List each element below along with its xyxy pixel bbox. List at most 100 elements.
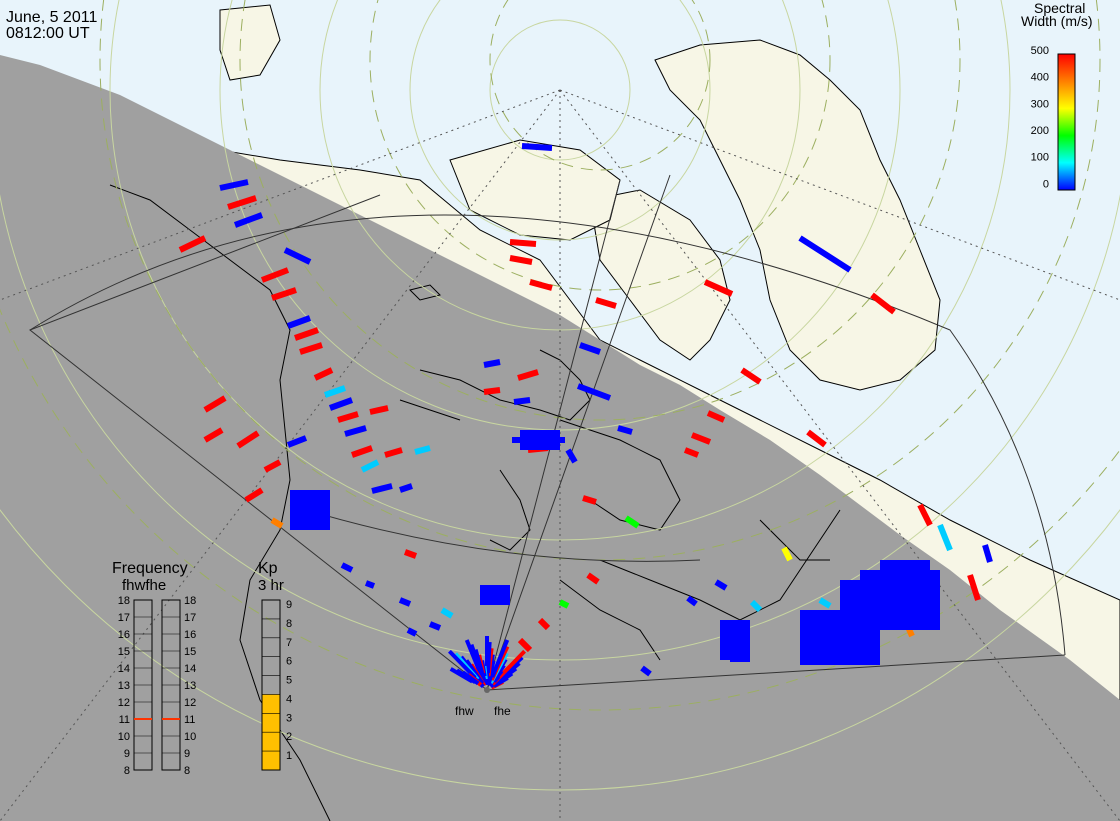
- kp-tick-label: 3: [286, 712, 292, 724]
- colorbar-ticks: 500 400 300 200 100 0: [1031, 45, 1049, 190]
- echo-segment: [286, 435, 308, 448]
- frequency-tick-left: 15: [118, 646, 130, 658]
- frequency-tick-right: 12: [184, 697, 196, 709]
- echo-segment: [917, 503, 933, 527]
- echo-segment: [328, 397, 354, 411]
- echo-segment: [271, 287, 297, 301]
- colorbar-units: Width (m/s): [1021, 13, 1093, 29]
- svalbard: [219, 4, 281, 81]
- echo-segment: [509, 239, 537, 247]
- echo-cluster: [480, 585, 510, 605]
- echo-segment: [263, 459, 282, 473]
- echo-segment: [686, 595, 698, 607]
- kp-subtitle: 3 hr: [258, 577, 284, 594]
- echo-segment: [818, 597, 832, 609]
- time-label: 0812:00 UT: [6, 25, 90, 42]
- echo-segment: [683, 447, 700, 458]
- echo-segment: [617, 425, 633, 435]
- kp-tick-label: 1: [286, 750, 292, 762]
- echo-segment: [529, 279, 553, 291]
- echo-segment: [576, 383, 612, 401]
- kp-tick-label: 2: [286, 731, 292, 743]
- echo-segment: [406, 627, 418, 637]
- echo-segment: [714, 579, 728, 591]
- frequency-tick-left: 13: [118, 680, 130, 692]
- kp-tick-label: 9: [286, 599, 292, 611]
- echo-segment: [579, 342, 601, 355]
- echo-segment: [236, 430, 260, 449]
- frequency-subtitle: fhwfhe: [122, 577, 167, 594]
- echo-segment: [399, 483, 413, 493]
- echo-segment: [219, 179, 249, 191]
- echo-segment: [586, 572, 600, 585]
- echo-segment: [260, 267, 290, 283]
- echo-segment: [428, 621, 442, 631]
- echo-cluster: [830, 625, 880, 665]
- echo-segment: [558, 599, 570, 609]
- kp-panel: 9 8 7 6 5 4 3 2 1: [261, 599, 292, 771]
- greenland: [654, 39, 941, 391]
- longitude-grid: [0, 89, 1120, 821]
- echo-segment: [781, 546, 793, 562]
- echo-segment: [798, 235, 852, 273]
- frequency-tick-right: 17: [184, 612, 196, 624]
- colorbar: [1057, 53, 1076, 191]
- radar-label-fhw: fhw: [455, 704, 474, 718]
- echo-segment: [299, 342, 323, 355]
- frequency-tick-left: 9: [124, 748, 130, 760]
- echo-segment: [640, 665, 652, 677]
- echo-segment: [286, 315, 312, 329]
- echo-segment: [870, 292, 896, 315]
- frequency-tick-right: 11: [184, 714, 195, 726]
- echo-segment: [283, 247, 312, 265]
- backscatter-echoes: [178, 143, 993, 690]
- echo-segment: [369, 405, 389, 415]
- baffin-island: [589, 189, 731, 361]
- frequency-tick-right: 14: [184, 663, 196, 675]
- frequency-tick-right: 13: [184, 680, 196, 692]
- echo-segment: [313, 367, 334, 381]
- echo-segment: [740, 367, 762, 385]
- echo-segment: [690, 432, 712, 445]
- echo-segment: [398, 597, 412, 607]
- echo-near-range: [447, 649, 477, 680]
- frequency-tick-left: 8: [124, 765, 130, 777]
- frequency-tick-left: 14: [118, 663, 130, 675]
- echo-cluster: [520, 430, 560, 450]
- colorbar-title: Spectral: [1034, 0, 1086, 16]
- echo-segment: [703, 279, 734, 297]
- colorbar-tick-label: 500: [1031, 45, 1049, 57]
- echo-segment: [294, 327, 319, 341]
- echo-segment: [517, 369, 539, 381]
- echo-segment: [982, 544, 993, 563]
- echo-near-range: [490, 639, 510, 678]
- frequency-tick-right: 9: [184, 748, 190, 760]
- echo-segment: [706, 410, 726, 423]
- echo-segment: [340, 562, 354, 573]
- frequency-tick-left: 10: [118, 731, 130, 743]
- kp-tick-label: 7: [286, 637, 292, 649]
- echo-segment: [565, 448, 578, 464]
- date-label: June, 5 2011: [6, 9, 98, 26]
- kp-tick-label: 5: [286, 675, 292, 687]
- echo-segment: [749, 599, 763, 613]
- radar-label-fhe: fhe: [494, 704, 511, 718]
- frequency-tick-right: 16: [184, 629, 196, 641]
- echo-segment: [483, 359, 501, 368]
- echo-segment: [233, 212, 264, 228]
- colorbar-tick-label: 100: [1031, 152, 1049, 164]
- echo-segment: [203, 427, 224, 443]
- kp-title: Kp: [258, 560, 278, 577]
- echo-segment: [227, 195, 257, 210]
- echo-segment: [371, 483, 393, 494]
- frequency-tick-right: 15: [184, 646, 196, 658]
- echo-segment: [624, 515, 640, 529]
- echo-segment: [509, 255, 533, 265]
- echo-segment: [351, 445, 373, 458]
- echo-segment: [244, 487, 264, 503]
- echo-segment: [582, 495, 597, 505]
- echo-segment: [513, 397, 531, 405]
- colorbar-tick-label: 0: [1043, 178, 1049, 190]
- frequency-tick-right: 10: [184, 731, 196, 743]
